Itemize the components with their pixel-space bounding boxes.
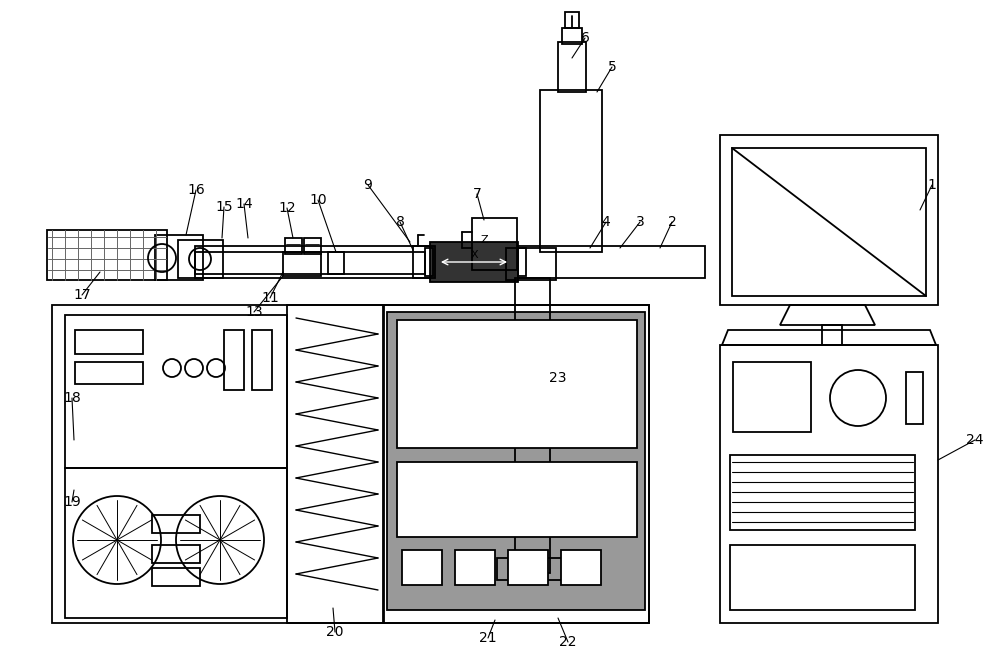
Bar	[47, 230, 167, 280]
Bar	[52, 305, 649, 623]
Bar	[472, 218, 517, 270]
Bar	[195, 246, 705, 278]
Bar	[540, 90, 602, 252]
Bar	[75, 362, 143, 384]
Bar	[252, 330, 272, 390]
Bar	[328, 252, 344, 274]
Text: 2: 2	[668, 215, 676, 229]
Bar	[558, 42, 586, 92]
Bar	[287, 305, 384, 623]
Text: 4: 4	[602, 215, 610, 229]
Text: 17: 17	[73, 288, 91, 302]
Text: 20: 20	[326, 625, 344, 639]
Text: 19: 19	[63, 495, 81, 509]
Text: 10: 10	[309, 193, 327, 207]
Text: 14: 14	[235, 197, 253, 211]
Bar	[732, 148, 926, 296]
Text: 22: 22	[559, 635, 577, 649]
Bar	[152, 515, 200, 533]
Text: 15: 15	[215, 200, 233, 214]
Bar	[455, 550, 495, 585]
Text: 24: 24	[966, 433, 984, 447]
Bar	[224, 330, 244, 390]
Text: 16: 16	[187, 183, 205, 197]
Bar	[508, 550, 548, 585]
Text: 6: 6	[581, 31, 589, 45]
Bar	[565, 12, 579, 28]
Text: 8: 8	[396, 215, 404, 229]
Bar	[195, 252, 425, 274]
Bar	[720, 135, 938, 305]
Bar	[178, 240, 223, 278]
Bar	[304, 238, 321, 254]
Bar	[561, 550, 601, 585]
Bar	[822, 325, 842, 345]
Bar	[906, 372, 923, 424]
Bar	[413, 246, 435, 278]
Text: Z: Z	[480, 235, 488, 245]
Bar	[397, 320, 637, 448]
Bar	[397, 462, 637, 537]
Bar	[387, 312, 645, 610]
Bar	[425, 248, 433, 276]
Text: 1: 1	[928, 178, 936, 192]
Bar	[155, 235, 203, 280]
Text: 9: 9	[364, 178, 372, 192]
Bar	[283, 252, 321, 276]
Bar	[152, 545, 200, 563]
Text: 13: 13	[245, 305, 263, 319]
Text: X: X	[470, 250, 478, 260]
Bar	[730, 455, 915, 530]
Bar	[285, 238, 302, 254]
Bar	[65, 468, 287, 618]
Bar	[402, 550, 442, 585]
Text: 11: 11	[261, 291, 279, 305]
Text: 7: 7	[473, 187, 481, 201]
Bar	[518, 248, 526, 276]
Bar	[152, 568, 200, 586]
Text: 3: 3	[636, 215, 644, 229]
Bar	[430, 242, 518, 282]
Text: 5: 5	[608, 60, 616, 74]
Bar	[506, 248, 556, 280]
Bar	[562, 28, 582, 44]
Bar	[730, 545, 915, 610]
Text: 18: 18	[63, 391, 81, 405]
Bar	[65, 315, 287, 468]
Text: 23: 23	[549, 371, 567, 385]
Bar	[720, 345, 938, 623]
Bar	[733, 362, 811, 432]
Bar	[383, 305, 649, 623]
Bar	[75, 330, 143, 354]
Text: 21: 21	[479, 631, 497, 645]
Bar	[515, 278, 550, 573]
Bar	[497, 558, 569, 580]
Text: 12: 12	[278, 201, 296, 215]
